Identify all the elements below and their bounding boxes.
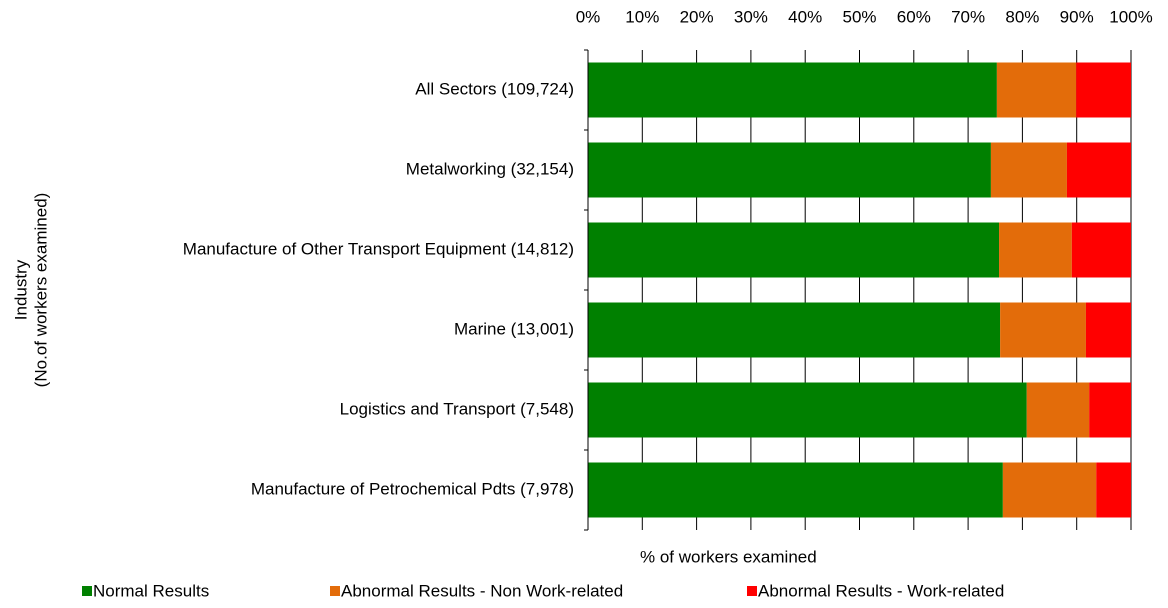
x-tick-label: 50%	[842, 7, 876, 26]
legend-label: Abnormal Results - Non Work-related	[341, 581, 623, 600]
bar-segment	[588, 382, 1027, 438]
x-tick-label: 100%	[1109, 7, 1152, 26]
legend-swatch	[330, 586, 340, 596]
x-tick-label: 40%	[788, 7, 822, 26]
x-tick-label: 20%	[680, 7, 714, 26]
x-tick-label: 70%	[951, 7, 985, 26]
x-tick-label: 80%	[1005, 7, 1039, 26]
bar-segment	[1085, 302, 1131, 358]
bar-segment	[1002, 462, 1097, 518]
legend-label: Normal Results	[93, 581, 209, 600]
y-tick-label: All Sectors (109,724)	[415, 79, 574, 98]
bar-segment	[1071, 222, 1131, 278]
x-tick-label: 10%	[625, 7, 659, 26]
legend-swatch	[747, 586, 757, 596]
legend-swatch	[82, 586, 92, 596]
bar-segment	[1096, 462, 1131, 518]
y-tick-label: Manufacture of Petrochemical Pdts (7,978…	[251, 479, 574, 498]
x-axis-title: % of workers examined	[640, 547, 817, 566]
y-axis-title: (No.of workers examined)	[31, 193, 50, 388]
bar-segment	[588, 222, 1000, 278]
bar-segment	[999, 222, 1072, 278]
legend-label: Abnormal Results - Work-related	[758, 581, 1004, 600]
x-tick-label: 30%	[734, 7, 768, 26]
bar-segment	[1076, 62, 1131, 118]
bar-segment	[1000, 302, 1086, 358]
bar-segment	[588, 142, 991, 198]
bar-segment	[588, 462, 1003, 518]
bar-segment	[1066, 142, 1131, 198]
x-tick-label: 60%	[897, 7, 931, 26]
x-tick-label: 0%	[576, 7, 601, 26]
y-tick-label: Logistics and Transport (7,548)	[340, 399, 574, 418]
bar-segment	[1026, 382, 1090, 438]
y-axis-title: Industry	[11, 259, 30, 320]
y-tick-label: Manufacture of Other Transport Equipment…	[183, 239, 574, 258]
y-tick-label: Metalworking (32,154)	[406, 159, 574, 178]
bar-segment	[990, 142, 1067, 198]
y-tick-label: Marine (13,001)	[454, 319, 574, 338]
x-tick-label: 90%	[1060, 7, 1094, 26]
bar-segment	[1089, 382, 1131, 438]
bar-segment	[588, 302, 1001, 358]
bar-segment	[588, 62, 997, 118]
bar-segment	[996, 62, 1077, 118]
